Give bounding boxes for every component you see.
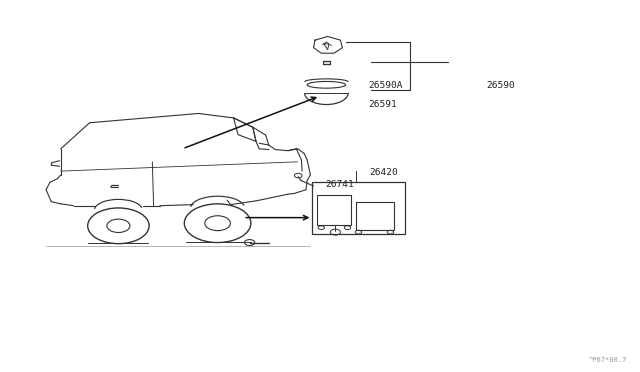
Text: 26420: 26420 bbox=[369, 169, 398, 177]
Text: 26741: 26741 bbox=[325, 180, 354, 189]
Bar bbox=[317, 195, 351, 225]
Text: 26591: 26591 bbox=[369, 100, 397, 109]
Text: 26590: 26590 bbox=[486, 81, 515, 90]
Bar bbox=[312, 182, 405, 234]
Bar bbox=[356, 202, 394, 230]
Text: ^P67*00.7: ^P67*00.7 bbox=[589, 357, 627, 363]
Text: 26590A: 26590A bbox=[369, 81, 403, 90]
